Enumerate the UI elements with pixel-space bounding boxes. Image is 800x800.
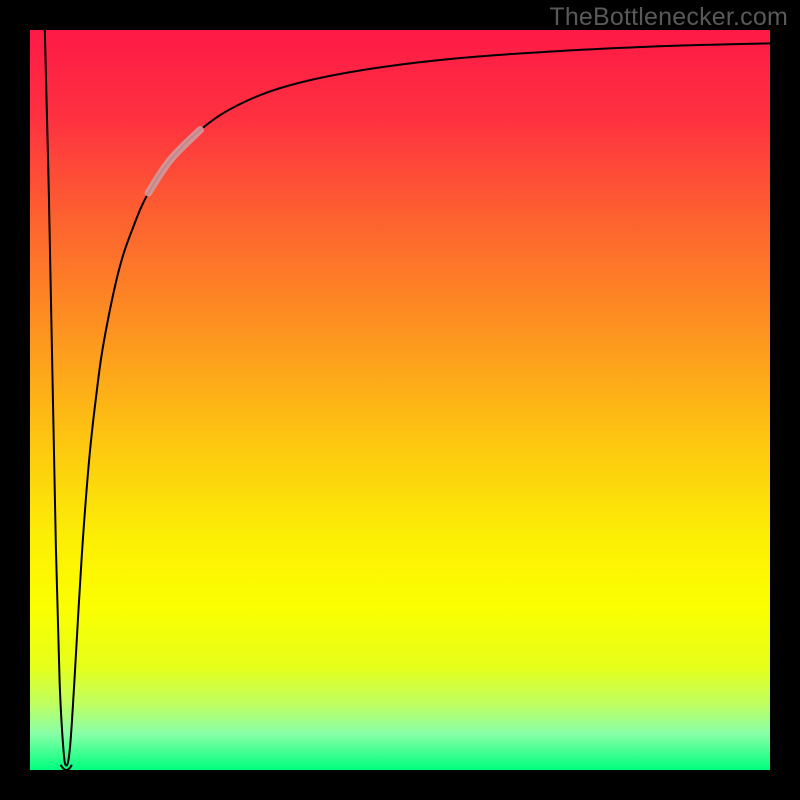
watermark-text: TheBottlenecker.com <box>549 3 788 32</box>
bottleneck-curve <box>45 30 770 766</box>
highlight-segment <box>148 130 200 193</box>
plot-area <box>30 30 770 770</box>
curve-layer <box>30 30 770 770</box>
